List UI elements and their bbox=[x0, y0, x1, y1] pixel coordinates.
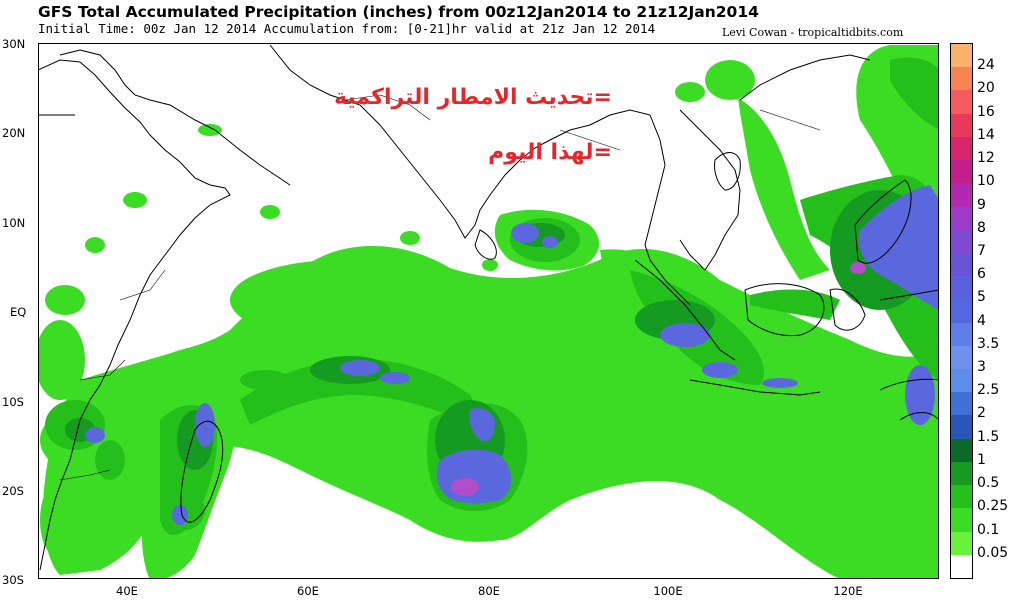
legend-swatch bbox=[951, 345, 972, 370]
lat-label-20s: 20S bbox=[2, 484, 24, 498]
lon-label-100e: 100E bbox=[653, 584, 683, 598]
legend-level-label: 3 bbox=[977, 359, 986, 376]
map-subtitle: Initial Time: 00z Jan 12 2014 Accumulati… bbox=[38, 21, 656, 36]
legend-level-label: 7 bbox=[977, 242, 986, 259]
legend-level-label: 5 bbox=[977, 289, 986, 306]
legend-swatch bbox=[951, 136, 972, 161]
legend-level-label: 16 bbox=[977, 103, 995, 120]
legend-level-label: 9 bbox=[977, 196, 986, 213]
lat-label-eq: EQ bbox=[10, 305, 27, 319]
legend-level-label: 4 bbox=[977, 312, 986, 329]
legend-level-label: 20 bbox=[977, 80, 995, 97]
lon-label-60e: 60E bbox=[297, 584, 319, 598]
legend-level-label: 12 bbox=[977, 150, 995, 167]
legend-level-label: 14 bbox=[977, 126, 995, 143]
lat-label-30s: 30S bbox=[2, 573, 24, 587]
legend-level-label: 6 bbox=[977, 266, 986, 283]
legend-level-label: 1 bbox=[977, 451, 986, 468]
precip-purple bbox=[451, 262, 866, 496]
legend-swatch bbox=[951, 252, 972, 277]
overlay-line-1: =تحديث الامطار التراكمية bbox=[334, 85, 612, 110]
coastlines bbox=[38, 44, 939, 571]
lon-label-40e: 40E bbox=[116, 584, 138, 598]
legend-level-label: 0.1 bbox=[977, 521, 1000, 538]
legend-swatch bbox=[951, 90, 972, 115]
legend-swatch bbox=[951, 44, 972, 68]
lon-label-120e: 120E bbox=[833, 584, 863, 598]
legend-level-label: 3.5 bbox=[977, 335, 1000, 352]
overlay-line-2: =لهذا اليوم bbox=[488, 140, 612, 165]
header: GFS Total Accumulated Precipitation (inc… bbox=[38, 2, 759, 36]
legend-swatch bbox=[951, 276, 972, 300]
country-borders bbox=[59, 94, 821, 481]
lat-label-10n: 10N bbox=[2, 216, 26, 230]
legend-swatch bbox=[951, 322, 972, 347]
legend-level-label: 1.5 bbox=[977, 428, 1000, 445]
legend-swatch bbox=[951, 299, 972, 324]
legend-swatch bbox=[951, 461, 972, 486]
legend-swatch bbox=[951, 438, 972, 463]
legend-colorbar bbox=[950, 43, 973, 579]
legend-swatch bbox=[951, 206, 972, 231]
legend-swatch bbox=[951, 67, 972, 91]
legend-level-label: 24 bbox=[977, 57, 995, 74]
legend-swatch bbox=[951, 369, 972, 393]
legend-swatch bbox=[951, 531, 972, 556]
legend-level-label: 2 bbox=[977, 405, 986, 422]
credit-text: Levi Cowan - tropicaltidbits.com bbox=[722, 26, 904, 39]
lat-label-10s: 10S bbox=[2, 395, 24, 409]
legend-level-label: 0.5 bbox=[977, 475, 1000, 492]
legend-level-label: 8 bbox=[977, 219, 986, 236]
legend-swatch bbox=[951, 485, 972, 509]
legend-level-label: 0.05 bbox=[977, 544, 1009, 561]
lon-label-80e: 80E bbox=[478, 584, 500, 598]
legend-level-label: 10 bbox=[977, 173, 995, 190]
legend-level-label: 2.5 bbox=[977, 382, 1000, 399]
lat-label-30n: 30N bbox=[2, 37, 26, 51]
legend-swatch bbox=[951, 508, 972, 533]
legend-swatch bbox=[951, 160, 972, 184]
legend-swatch bbox=[951, 183, 972, 207]
legend-level-label: 0.25 bbox=[977, 498, 1009, 515]
legend-swatch bbox=[951, 229, 972, 254]
legend-swatch bbox=[951, 554, 972, 579]
legend-swatch bbox=[951, 113, 972, 138]
legend-swatch bbox=[951, 415, 972, 440]
map-title: GFS Total Accumulated Precipitation (inc… bbox=[38, 3, 759, 21]
lat-label-20n: 20N bbox=[2, 126, 26, 140]
legend-swatch bbox=[951, 392, 972, 416]
